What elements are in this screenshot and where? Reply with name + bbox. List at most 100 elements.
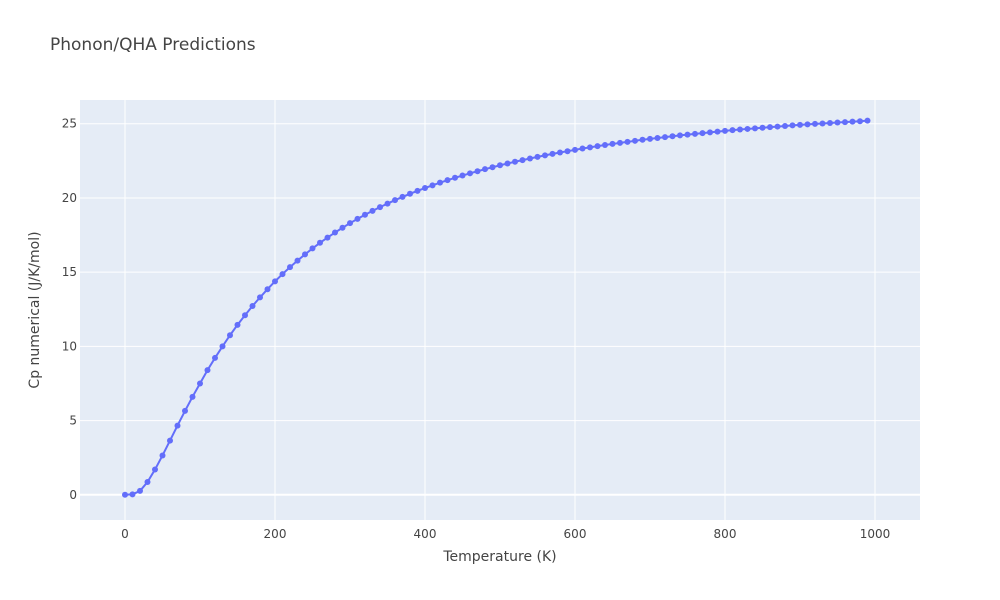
data-point[interactable] — [512, 158, 518, 165]
data-point[interactable] — [414, 187, 421, 194]
data-point[interactable] — [467, 170, 473, 177]
data-point[interactable] — [294, 257, 301, 264]
data-point[interactable] — [662, 134, 668, 141]
data-point[interactable] — [354, 215, 361, 222]
data-point[interactable] — [444, 177, 451, 184]
data-point[interactable] — [347, 220, 353, 227]
data-point[interactable] — [684, 131, 691, 138]
data-point[interactable] — [759, 124, 766, 131]
data-point[interactable] — [677, 132, 683, 139]
data-point[interactable] — [602, 141, 608, 148]
data-point[interactable] — [377, 204, 383, 211]
data-point[interactable] — [309, 245, 316, 252]
data-point[interactable] — [459, 172, 466, 179]
data-point[interactable] — [197, 380, 203, 387]
data-point[interactable] — [707, 129, 713, 136]
data-point[interactable] — [422, 185, 428, 192]
data-point[interactable] — [407, 190, 413, 197]
data-point[interactable] — [594, 143, 601, 150]
data-point[interactable] — [654, 134, 661, 141]
data-point[interactable] — [714, 128, 721, 135]
data-point[interactable] — [324, 234, 331, 241]
data-point[interactable] — [744, 125, 751, 132]
data-point[interactable] — [182, 407, 188, 414]
data-point[interactable] — [339, 224, 346, 231]
data-point[interactable] — [137, 487, 143, 494]
data-point[interactable] — [272, 278, 278, 285]
data-point[interactable] — [804, 121, 811, 128]
data-point[interactable] — [189, 393, 196, 400]
data-point[interactable] — [234, 321, 241, 328]
data-point[interactable] — [692, 130, 698, 137]
data-point[interactable] — [399, 193, 406, 200]
data-point[interactable] — [264, 286, 271, 293]
data-point[interactable] — [122, 491, 128, 498]
data-point[interactable] — [504, 160, 511, 167]
data-point[interactable] — [699, 130, 706, 137]
data-point[interactable] — [609, 140, 616, 147]
data-point[interactable] — [519, 157, 526, 164]
data-point[interactable] — [287, 264, 293, 271]
data-point[interactable] — [527, 155, 533, 162]
data-point[interactable] — [384, 200, 391, 207]
data-point[interactable] — [332, 229, 338, 236]
data-point[interactable] — [392, 197, 398, 204]
data-point[interactable] — [489, 164, 496, 171]
data-point[interactable] — [302, 251, 308, 258]
data-point[interactable] — [669, 133, 676, 140]
data-point[interactable] — [842, 119, 848, 126]
data-point[interactable] — [452, 174, 458, 181]
data-point[interactable] — [482, 166, 488, 173]
data-point[interactable] — [767, 124, 773, 131]
data-point[interactable] — [812, 120, 818, 127]
data-point[interactable] — [864, 117, 871, 124]
data-point[interactable] — [429, 182, 436, 189]
data-point[interactable] — [437, 179, 443, 186]
data-point[interactable] — [564, 148, 571, 155]
data-point[interactable] — [557, 149, 563, 156]
data-point[interactable] — [474, 168, 481, 175]
data-point[interactable] — [534, 153, 541, 160]
data-point[interactable] — [579, 145, 586, 152]
data-point[interactable] — [174, 422, 181, 429]
data-point[interactable] — [789, 122, 796, 129]
data-point[interactable] — [129, 491, 136, 498]
data-point[interactable] — [752, 125, 758, 132]
data-point[interactable] — [782, 122, 788, 129]
data-point[interactable] — [857, 118, 863, 125]
data-point[interactable] — [257, 294, 263, 301]
data-point[interactable] — [279, 271, 286, 278]
data-point[interactable] — [212, 354, 218, 361]
data-point[interactable] — [249, 302, 256, 309]
data-point[interactable] — [774, 123, 781, 130]
data-point[interactable] — [144, 479, 151, 486]
data-point[interactable] — [317, 239, 323, 246]
data-point[interactable] — [242, 312, 248, 319]
data-point[interactable] — [227, 332, 233, 339]
data-point[interactable] — [159, 452, 166, 459]
data-point[interactable] — [362, 211, 368, 218]
data-point[interactable] — [624, 138, 631, 145]
data-point[interactable] — [834, 119, 841, 126]
data-point[interactable] — [542, 152, 548, 159]
data-point[interactable] — [647, 135, 653, 142]
data-point[interactable] — [204, 367, 211, 374]
data-point[interactable] — [632, 137, 638, 144]
data-point[interactable] — [587, 144, 593, 151]
data-point[interactable] — [369, 207, 376, 214]
data-point[interactable] — [497, 162, 503, 169]
data-point[interactable] — [849, 118, 856, 125]
data-point[interactable] — [797, 121, 803, 128]
data-point[interactable] — [819, 120, 826, 127]
data-point[interactable] — [572, 146, 578, 153]
data-point[interactable] — [167, 437, 173, 444]
data-point[interactable] — [152, 466, 158, 473]
data-point[interactable] — [737, 126, 743, 133]
data-point[interactable] — [722, 127, 728, 134]
data-point[interactable] — [549, 150, 556, 157]
data-point[interactable] — [617, 139, 623, 146]
data-point[interactable] — [729, 127, 736, 134]
data-point[interactable] — [639, 136, 646, 143]
data-point[interactable] — [827, 120, 833, 127]
data-point[interactable] — [219, 343, 226, 350]
